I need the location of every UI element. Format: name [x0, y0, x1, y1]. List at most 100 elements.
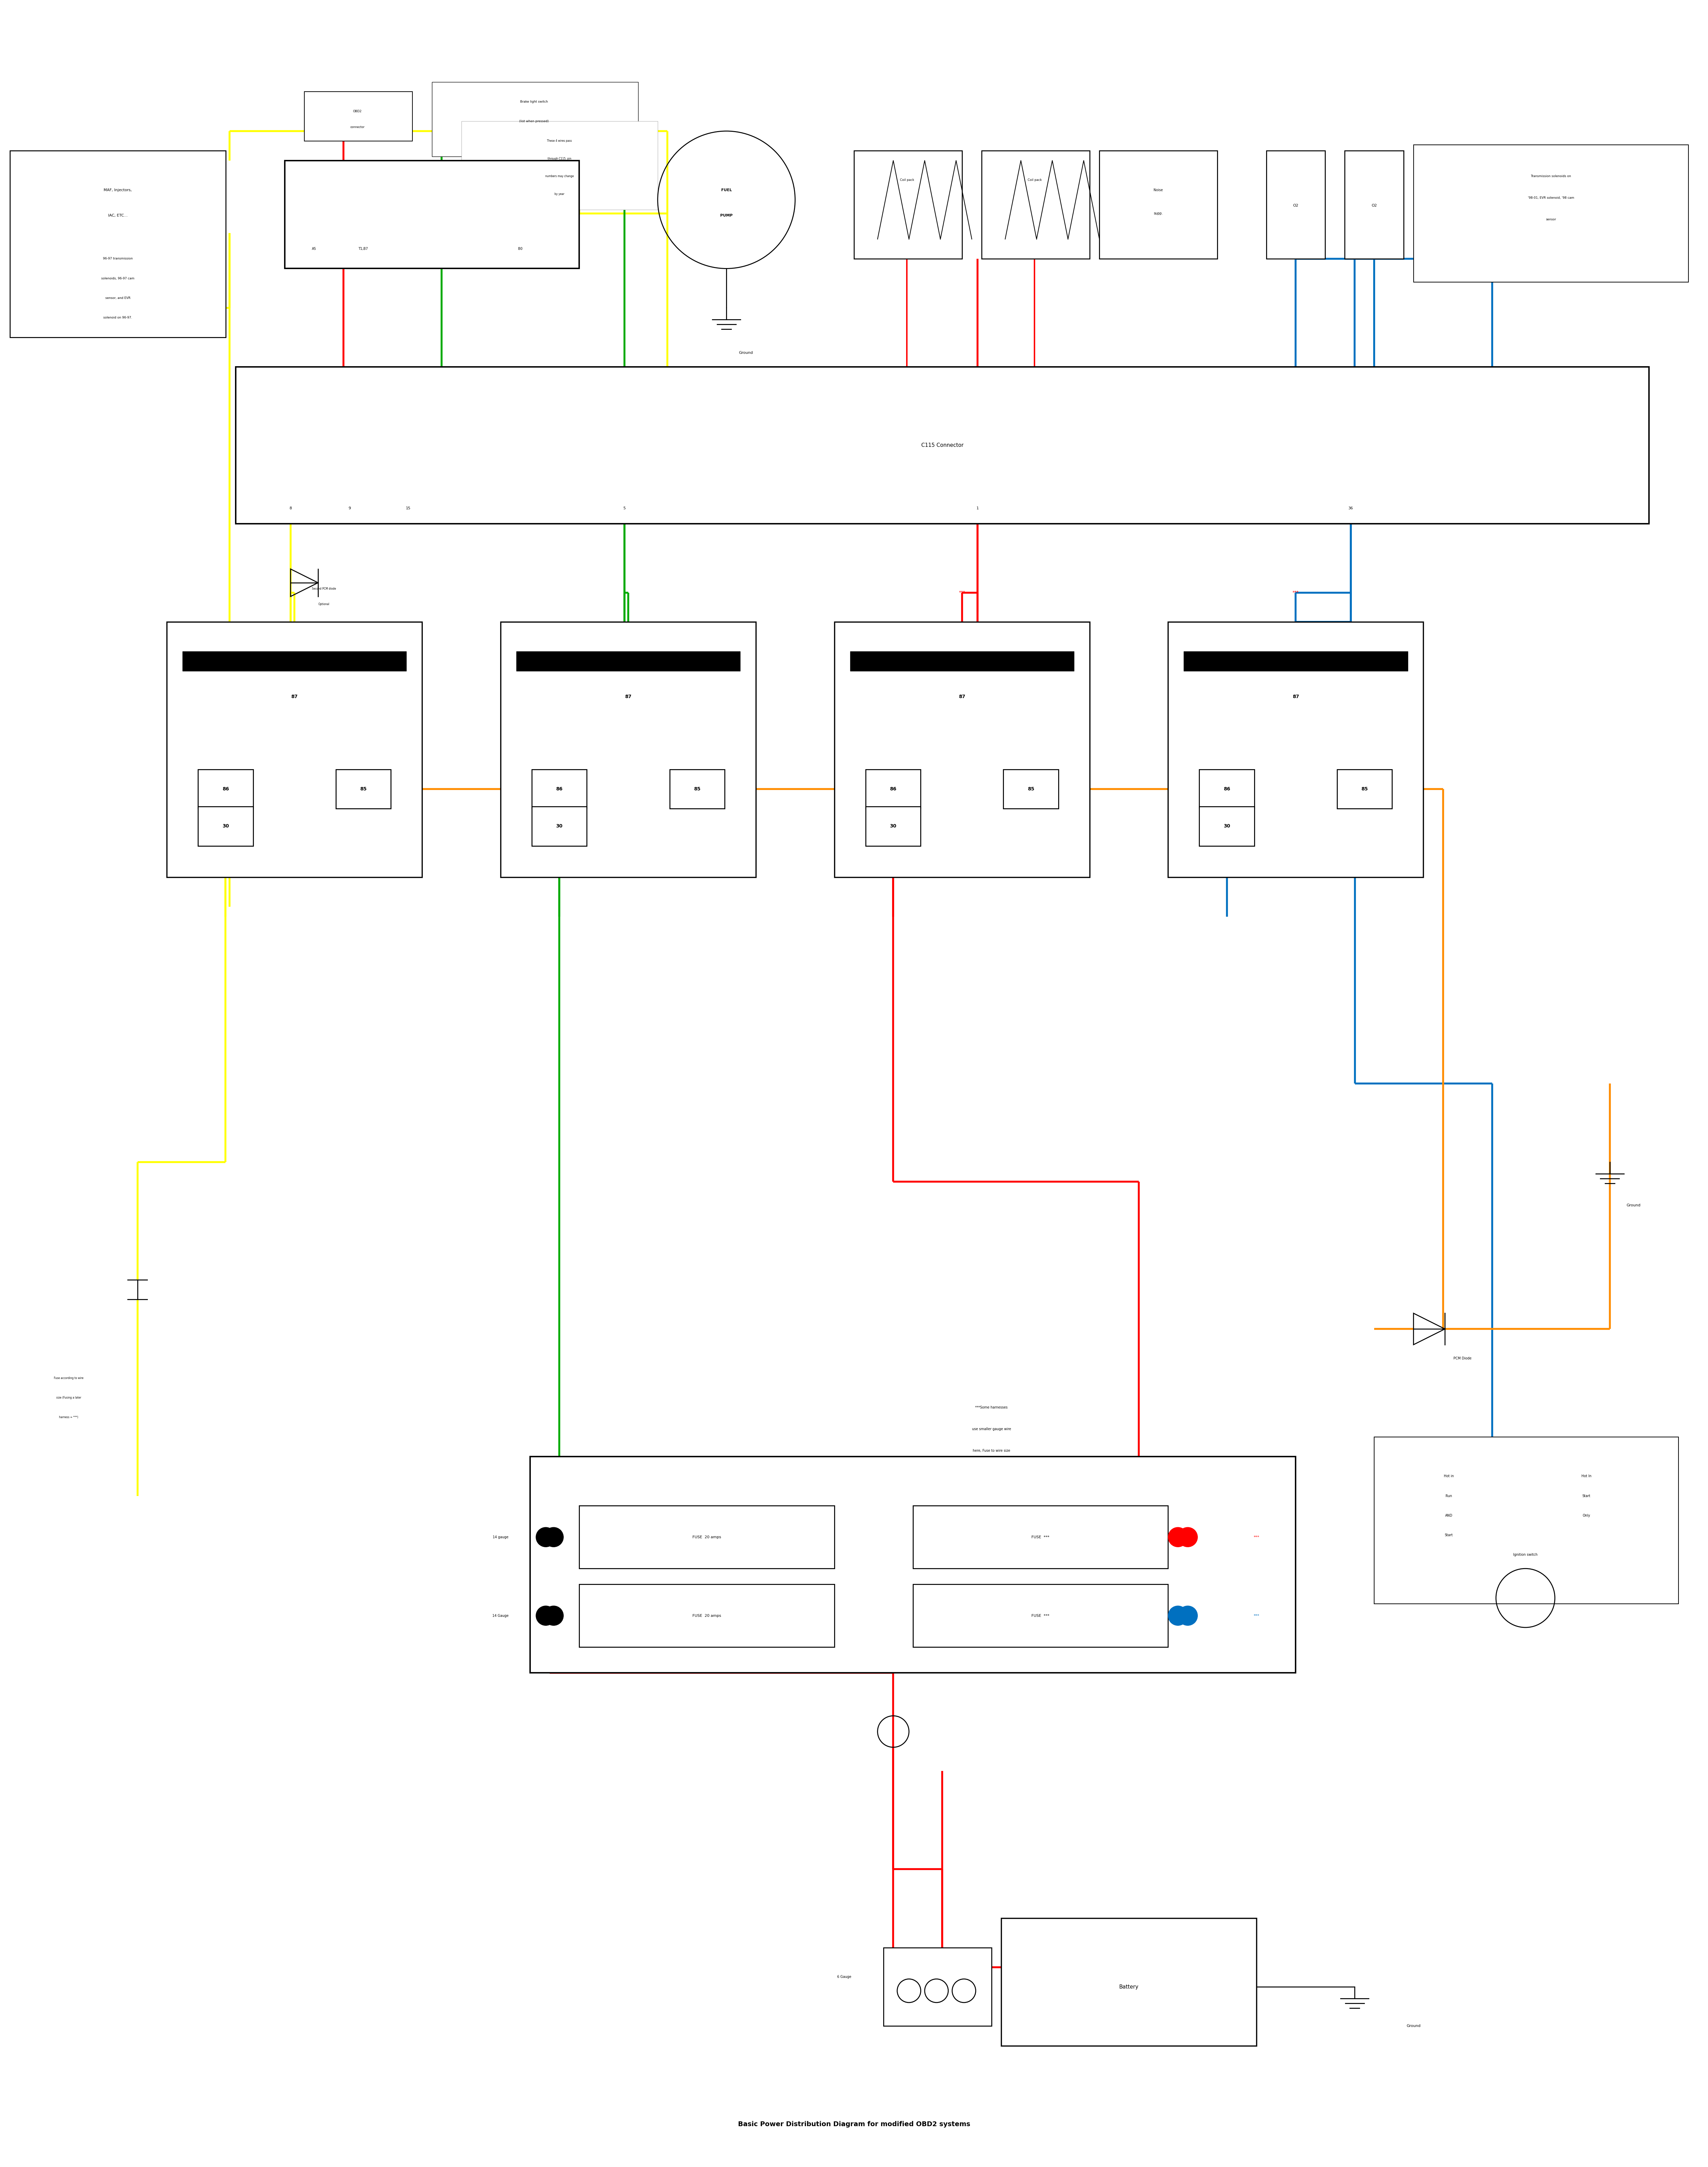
Bar — [883, 1948, 991, 2026]
Text: 86: 86 — [890, 787, 897, 791]
Bar — [912, 1506, 1168, 1569]
Bar — [432, 82, 639, 156]
Bar — [304, 91, 412, 141]
Text: 86: 86 — [557, 787, 562, 791]
Text: 1: 1 — [977, 507, 979, 509]
Text: Transmission solenoids on: Transmission solenoids on — [1530, 176, 1571, 178]
Text: Hot In: Hot In — [1582, 1474, 1592, 1478]
Text: 85: 85 — [693, 787, 700, 791]
Bar — [982, 152, 1090, 258]
Text: FUSE  20 amps: FUSE 20 amps — [692, 1536, 721, 1539]
Bar — [1337, 769, 1392, 808]
Bar — [461, 121, 658, 210]
Text: 96-97 transmission: 96-97 transmission — [102, 258, 133, 260]
Text: 85: 85 — [1361, 787, 1368, 791]
Bar — [1199, 769, 1254, 808]
Text: OBD2: OBD2 — [354, 111, 362, 113]
Text: by year: by year — [555, 193, 564, 195]
Text: 15: 15 — [407, 507, 410, 509]
Text: harness = ***): harness = ***) — [60, 1415, 79, 1419]
Text: Fuse according to wire: Fuse according to wire — [55, 1376, 84, 1380]
Text: (list when pressed): (list when pressed) — [519, 119, 548, 124]
Bar — [285, 160, 579, 269]
Text: FUSE  20 amps: FUSE 20 amps — [692, 1614, 721, 1617]
Text: Start: Start — [1445, 1534, 1454, 1536]
Bar — [1003, 769, 1059, 808]
Text: 86: 86 — [222, 787, 229, 791]
Bar — [531, 806, 588, 845]
Text: 14 Gauge: 14 Gauge — [492, 1614, 509, 1617]
Text: Basic Power Distribution Diagram for modified OBD2 systems: Basic Power Distribution Diagram for mod… — [738, 2121, 970, 2128]
Text: Ignition switch: Ignition switch — [1513, 1554, 1537, 1556]
Bar — [1414, 145, 1689, 282]
Bar — [1001, 1918, 1257, 2046]
Text: FUSE  ***: FUSE *** — [1032, 1536, 1049, 1539]
Text: ***Some harnesses: ***Some harnesses — [975, 1406, 1008, 1409]
Text: A5: A5 — [313, 247, 316, 251]
Text: Ground: Ground — [1406, 2024, 1421, 2028]
Text: AND: AND — [1445, 1515, 1452, 1517]
Bar — [912, 1584, 1168, 1647]
Bar — [336, 769, 391, 808]
Text: connector: connector — [350, 126, 364, 128]
Text: 85: 85 — [1028, 787, 1035, 791]
Bar — [579, 1506, 835, 1569]
Text: use smaller gauge wire: use smaller gauge wire — [972, 1428, 1011, 1430]
Bar — [1266, 152, 1325, 258]
Circle shape — [1168, 1606, 1187, 1625]
Text: 85: 85 — [360, 787, 367, 791]
Text: These 4 wires pass: These 4 wires pass — [547, 139, 572, 143]
Text: Second PCM diode: Second PCM diode — [313, 587, 336, 589]
Bar — [1100, 152, 1218, 258]
Text: Ground: Ground — [740, 351, 753, 355]
Bar — [529, 1456, 1296, 1673]
Text: Ground: Ground — [1626, 1203, 1640, 1207]
Text: ***: *** — [958, 589, 965, 594]
Text: 30: 30 — [222, 823, 229, 828]
Text: 6 Gauge: 6 Gauge — [837, 1976, 851, 1978]
Bar — [1168, 622, 1423, 878]
Bar — [854, 152, 962, 258]
Text: 30: 30 — [1223, 823, 1230, 828]
Bar — [236, 366, 1650, 524]
Text: PCM Diode: PCM Diode — [1454, 1357, 1472, 1361]
Circle shape — [543, 1606, 564, 1625]
Bar — [531, 769, 588, 808]
Bar — [866, 806, 921, 845]
Text: ***: *** — [1293, 589, 1300, 594]
Text: FUSE  ***: FUSE *** — [1032, 1614, 1049, 1617]
Text: solenoids, 96-97 cam: solenoids, 96-97 cam — [101, 277, 135, 280]
Bar — [198, 806, 253, 845]
Text: 8: 8 — [289, 507, 292, 509]
Circle shape — [536, 1528, 555, 1547]
Bar — [1344, 152, 1404, 258]
Text: Hot in: Hot in — [1443, 1474, 1454, 1478]
Circle shape — [1179, 1528, 1197, 1547]
Text: 86: 86 — [1223, 787, 1230, 791]
Text: 30: 30 — [890, 823, 897, 828]
Text: Start: Start — [1582, 1495, 1590, 1497]
Text: 36: 36 — [1348, 507, 1353, 509]
Text: 87: 87 — [958, 693, 965, 700]
Text: PCM: PCM — [424, 173, 441, 180]
Text: T1,B7: T1,B7 — [359, 247, 367, 251]
Text: numbers may change: numbers may change — [545, 176, 574, 178]
Text: sensor, and EVR: sensor, and EVR — [106, 297, 130, 299]
Bar — [835, 622, 1090, 878]
Text: 14 gauge: 14 gauge — [492, 1536, 509, 1539]
Text: IAC, ETC...: IAC, ETC... — [108, 215, 128, 217]
Text: Run: Run — [1445, 1495, 1452, 1497]
Bar — [167, 622, 422, 878]
Text: '98-01, EVR solenoid, '98 cam: '98-01, EVR solenoid, '98 cam — [1527, 197, 1575, 199]
Text: Noise: Noise — [1153, 189, 1163, 191]
Bar — [500, 622, 757, 878]
Text: size (Fusing a later: size (Fusing a later — [56, 1396, 82, 1400]
Text: here, Fuse to wire size: here, Fuse to wire size — [972, 1450, 1009, 1452]
Bar — [866, 769, 921, 808]
Text: 5: 5 — [623, 507, 625, 509]
Text: 87: 87 — [625, 693, 632, 700]
Text: supp.: supp. — [1153, 212, 1163, 215]
Circle shape — [1179, 1606, 1197, 1625]
Bar — [1375, 1437, 1679, 1604]
Circle shape — [1168, 1528, 1187, 1547]
